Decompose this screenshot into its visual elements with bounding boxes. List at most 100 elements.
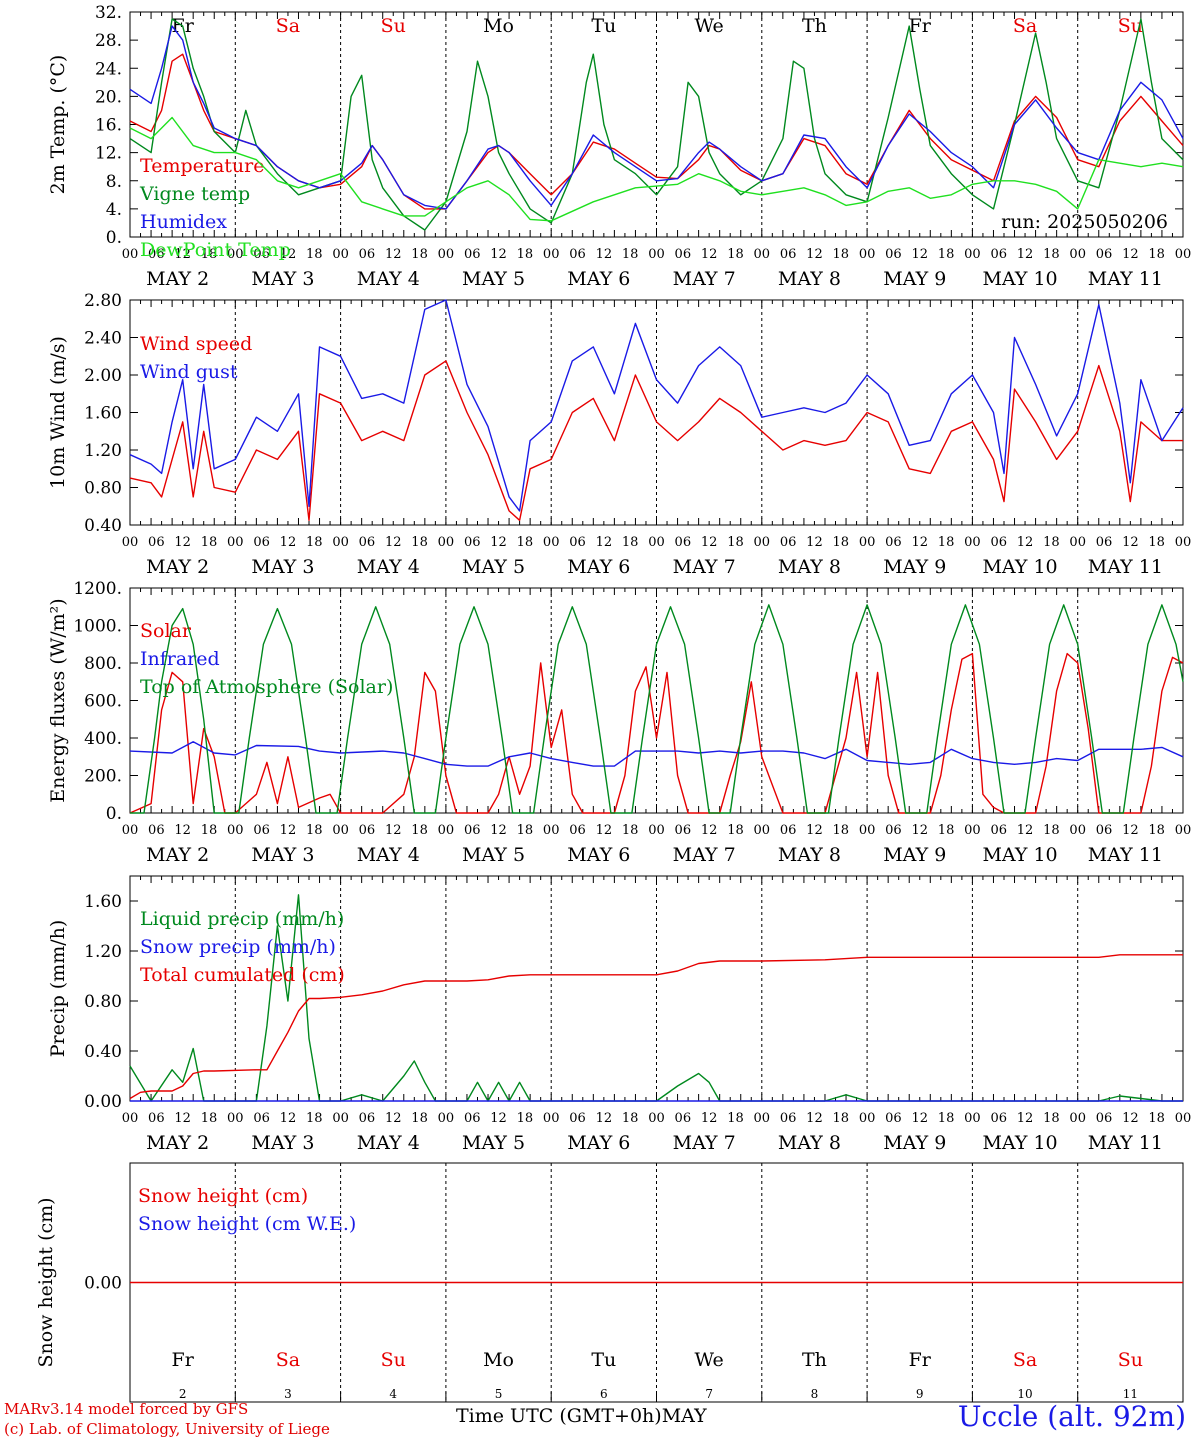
hour-tick-label: 06 [990, 535, 1007, 550]
legend-lightgreen: DewPoint Temp [140, 239, 291, 261]
hour-tick-label: 18 [306, 247, 323, 262]
y-tick-label: 0. [106, 804, 122, 824]
hour-tick-label: 00 [122, 823, 139, 838]
hour-tick-label: 18 [517, 823, 534, 838]
series-line-blue [129, 25, 1184, 210]
series-line-red [129, 360, 1183, 521]
hour-tick-label: 00 [227, 247, 244, 262]
hour-tick-label: 18 [201, 1111, 218, 1126]
hour-tick-label: 12 [911, 535, 928, 550]
date-label: MAY 11 [1088, 844, 1163, 866]
hour-tick-label: 18 [833, 823, 850, 838]
day-abbr-label: Mo [483, 15, 514, 37]
time-axis-label: Time UTC (GMT+0h)MAY [456, 1405, 707, 1427]
hour-tick-label: 12 [911, 1111, 928, 1126]
hour-tick-label: 18 [517, 247, 534, 262]
y-tick-label: 800. [84, 654, 122, 674]
y-tick-label: 24. [95, 59, 122, 79]
hour-tick-label: 18 [201, 823, 218, 838]
hour-tick-label: 12 [806, 1111, 823, 1126]
hour-tick-label: 18 [727, 247, 744, 262]
hour-tick-label: 06 [885, 1111, 902, 1126]
hour-tick-label: 06 [885, 535, 902, 550]
hour-tick-label: 06 [253, 247, 270, 262]
date-label: MAY 6 [567, 556, 630, 578]
y-tick-label: 16. [95, 116, 122, 136]
y-tick-label: 1.60 [84, 404, 122, 424]
legend-blue: Snow height (cm W.E.) [138, 1213, 356, 1235]
y-tick-label: 1200. [73, 579, 122, 599]
legend-red: Total cumulated (cm) [140, 964, 345, 986]
hour-tick-label: 12 [280, 823, 297, 838]
hour-tick-label: 06 [464, 247, 481, 262]
hour-tick-label: 06 [885, 823, 902, 838]
hour-tick-label: 00 [122, 535, 139, 550]
hour-tick-label: 06 [1096, 823, 1113, 838]
date-label: MAY 9 [883, 268, 946, 290]
day-abbr-label: Su [381, 15, 406, 37]
hour-tick-label: 00 [859, 535, 876, 550]
day-abbr-label: Fr [172, 1349, 195, 1371]
hour-tick-label: 12 [701, 1111, 718, 1126]
y-tick-label: 20. [95, 87, 122, 107]
y-tick-label: 0.80 [84, 992, 122, 1012]
hour-tick-label: 18 [306, 1111, 323, 1126]
hour-tick-label: 00 [859, 247, 876, 262]
day-abbr-label: We [695, 1349, 724, 1371]
y-tick-label: 0.80 [84, 479, 122, 499]
hour-tick-label: 12 [806, 247, 823, 262]
date-label: MAY 4 [357, 844, 420, 866]
hour-tick-label: 00 [1069, 535, 1086, 550]
hour-tick-label: 12 [806, 535, 823, 550]
hour-tick-label: 06 [675, 823, 692, 838]
hour-tick-label: 12 [385, 1111, 402, 1126]
hour-tick-label: 06 [675, 247, 692, 262]
y-axis-label: Snow height (cm) [35, 1197, 57, 1367]
hour-tick-label: 00 [1175, 247, 1192, 262]
hour-tick-label: 00 [543, 1111, 560, 1126]
hour-tick-label: 12 [911, 247, 928, 262]
hour-tick-label: 06 [148, 247, 165, 262]
hour-tick-label: 18 [1043, 823, 1060, 838]
run-annotation: run: 2025050206 [1001, 211, 1168, 233]
y-tick-label: 0.00 [84, 1274, 122, 1294]
hour-tick-label: 12 [280, 1111, 297, 1126]
y-tick-label: 1.20 [84, 441, 122, 461]
date-label: MAY 7 [673, 556, 736, 578]
hour-tick-label: 06 [359, 1111, 376, 1126]
hour-tick-label: 18 [1043, 247, 1060, 262]
date-label: MAY 5 [462, 268, 525, 290]
hour-tick-label: 00 [964, 247, 981, 262]
day-abbr-label: Sa [1013, 1349, 1037, 1371]
date-label: MAY 2 [146, 1132, 209, 1154]
hour-tick-label: 00 [227, 535, 244, 550]
hour-tick-label: 06 [569, 535, 586, 550]
hour-tick-label: 06 [569, 1111, 586, 1126]
hour-tick-label: 00 [543, 535, 560, 550]
hour-tick-label: 06 [148, 1111, 165, 1126]
day-number-label: 3 [284, 1387, 292, 1401]
date-label: MAY 2 [146, 268, 209, 290]
panel-2: 2.80 2.40 2.00 1.60 1.20 0.80 0.40 10m Wind (m/… [47, 291, 1191, 578]
hour-tick-label: 06 [990, 823, 1007, 838]
station-label: Uccle (alt. 92m) [957, 1400, 1186, 1433]
hour-tick-label: 18 [727, 535, 744, 550]
hour-tick-label: 12 [174, 823, 191, 838]
panel-4: 1.60 1.20 0.80 0.40 0.00 Precip (mm/h) 00 06 12 1… [47, 875, 1191, 1154]
day-abbr-label: Fr [909, 15, 932, 37]
date-label: MAY 8 [778, 1132, 841, 1154]
hour-tick-label: 18 [622, 247, 639, 262]
hour-tick-label: 18 [833, 247, 850, 262]
hour-tick-label: 18 [622, 1111, 639, 1126]
hour-tick-label: 18 [201, 535, 218, 550]
hour-tick-label: 06 [359, 247, 376, 262]
hour-tick-label: 12 [490, 535, 507, 550]
date-label: MAY 3 [251, 1132, 314, 1154]
hour-tick-label: 18 [411, 1111, 428, 1126]
hour-tick-label: 18 [1148, 247, 1165, 262]
hour-tick-label: 12 [596, 247, 613, 262]
hour-tick-label: 00 [964, 535, 981, 550]
legend-red: Wind speed [140, 333, 252, 355]
day-abbr-label: Su [1118, 1349, 1143, 1371]
day-number-label: 2 [179, 1387, 187, 1401]
